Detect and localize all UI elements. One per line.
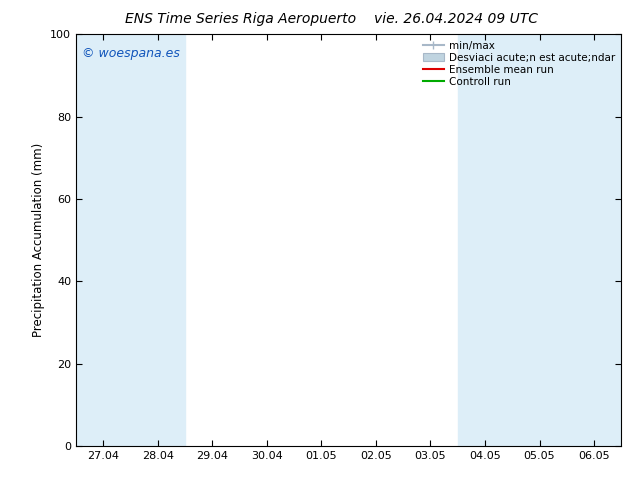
Bar [458,34,512,446]
Text: vie. 26.04.2024 09 UTC: vie. 26.04.2024 09 UTC [375,12,538,26]
Legend: min/max, Desviaci acute;n est acute;ndar, Ensemble mean run, Controll run: min/max, Desviaci acute;n est acute;ndar… [420,37,618,90]
Y-axis label: Precipitation Accumulation (mm): Precipitation Accumulation (mm) [32,143,44,337]
Text: ENS Time Series Riga Aeropuerto: ENS Time Series Riga Aeropuerto [126,12,356,26]
Text: © woespana.es: © woespana.es [82,47,179,60]
Bar [131,34,185,446]
Bar [76,34,131,446]
Bar [567,34,621,446]
Bar [512,34,567,446]
